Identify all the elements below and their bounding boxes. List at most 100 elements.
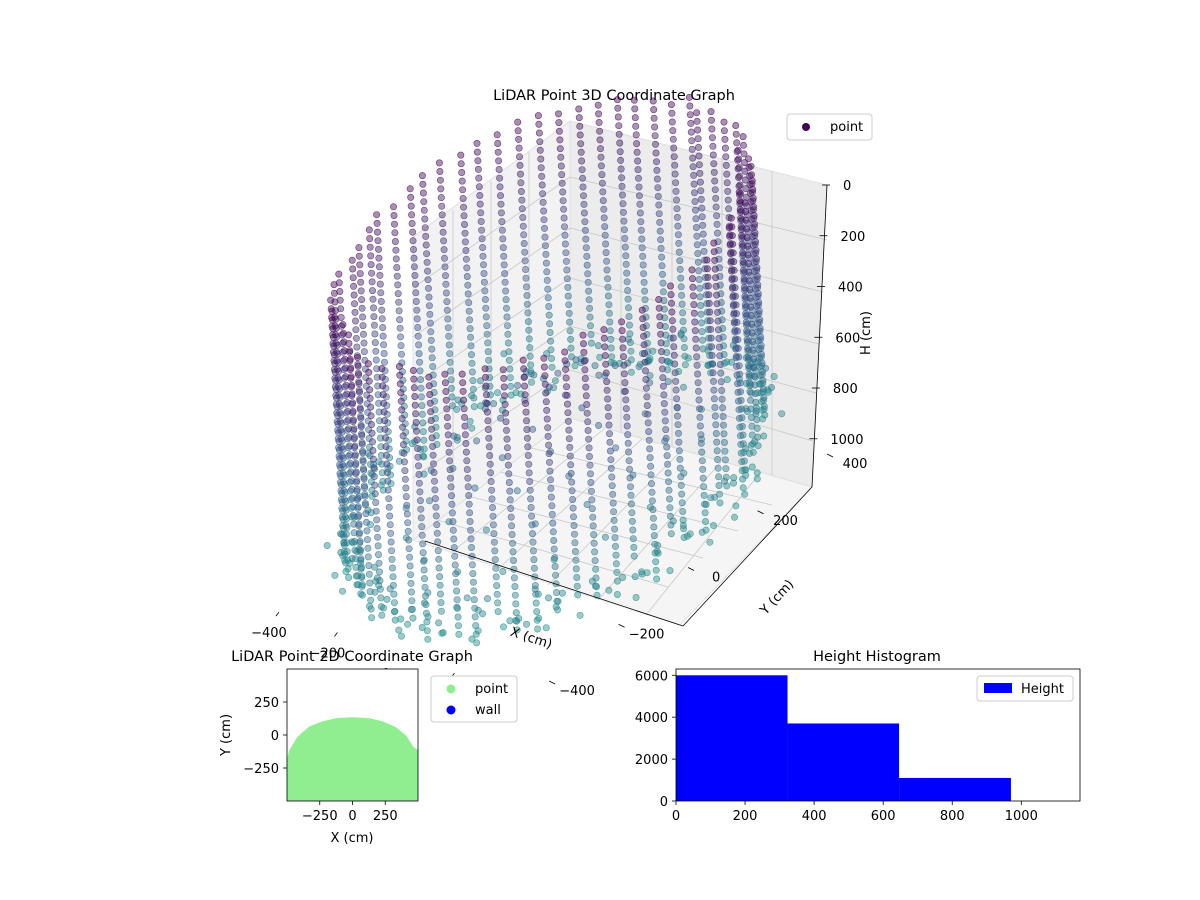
wall-point <box>548 510 556 518</box>
wall-point <box>374 391 382 399</box>
wall-point <box>416 488 424 496</box>
wall-point <box>735 353 743 361</box>
wall-point <box>596 136 604 144</box>
wall-point <box>750 212 758 220</box>
wall-point <box>753 272 761 280</box>
wall-point <box>380 341 388 349</box>
wall-point <box>334 374 342 382</box>
wall-point <box>451 561 459 569</box>
wall-point <box>671 170 679 178</box>
wall-point <box>358 440 366 448</box>
wall-point <box>527 361 535 369</box>
wall-point <box>715 264 723 272</box>
wall-point <box>506 374 514 382</box>
wall-point <box>419 189 427 197</box>
wall-point <box>596 145 604 153</box>
wall-point <box>728 276 736 284</box>
wall-point <box>393 272 401 280</box>
wall-point <box>712 421 720 429</box>
wall-point <box>710 168 718 176</box>
wall-point <box>578 166 586 174</box>
wall-point <box>598 179 606 187</box>
wall-point <box>378 469 386 477</box>
wall-point <box>754 292 762 300</box>
wall-point <box>675 447 683 455</box>
wall-point <box>536 138 544 146</box>
wall-point <box>566 443 574 451</box>
wall-point <box>715 481 723 489</box>
wall-point <box>716 272 724 280</box>
wall-point <box>367 605 375 613</box>
wall-point <box>383 460 391 468</box>
wall-point <box>624 431 632 439</box>
wall-point <box>460 413 468 421</box>
wall-point <box>697 301 705 309</box>
wall-point <box>672 187 680 195</box>
wall-point <box>438 202 446 210</box>
wall-point <box>736 197 744 205</box>
wall-point <box>727 258 735 266</box>
wall-point <box>672 386 680 394</box>
wall-point <box>399 385 407 393</box>
wall-point <box>646 454 654 462</box>
wall-point <box>698 336 706 344</box>
wall-point <box>427 416 435 424</box>
x-tick-mark <box>334 632 338 637</box>
wall-point <box>405 536 413 544</box>
wall-point <box>385 495 393 503</box>
wall-point <box>659 382 667 390</box>
wall-point <box>404 527 412 535</box>
wall-point <box>710 395 718 403</box>
wall-point <box>691 198 699 206</box>
wall-point <box>535 120 543 128</box>
wall-point <box>698 213 706 221</box>
wall-point <box>657 236 665 244</box>
wall-point <box>540 224 548 232</box>
wall-point <box>343 399 351 407</box>
wall-point <box>605 586 613 594</box>
wall-point <box>690 301 698 309</box>
wall-point <box>511 591 519 599</box>
wall-point <box>342 530 350 538</box>
wall-point <box>636 200 644 208</box>
wall-point <box>366 579 374 587</box>
wall-point <box>558 589 566 597</box>
wall-point <box>522 620 530 628</box>
hist-x-tick-label: 200 <box>733 809 758 824</box>
wall-point <box>742 225 750 233</box>
wall-point <box>335 270 343 278</box>
wall-point <box>407 579 415 587</box>
wall-point <box>603 386 611 394</box>
wall-point <box>596 127 604 135</box>
wall-point <box>731 275 739 283</box>
wall-point <box>423 250 431 258</box>
wall-point <box>522 408 530 416</box>
wall-point <box>733 371 741 379</box>
wall-point <box>340 347 348 355</box>
wall-point <box>579 340 587 348</box>
wall-point <box>601 352 609 360</box>
wall-point <box>340 487 348 495</box>
wall-point <box>668 308 676 316</box>
wall-point <box>350 425 358 433</box>
wall-point <box>582 392 590 400</box>
wall-point <box>679 317 687 325</box>
wall-point <box>361 492 369 500</box>
wall-point <box>744 353 752 361</box>
wall-point <box>677 274 685 282</box>
wall-point <box>358 304 366 312</box>
wall-point <box>613 568 621 576</box>
wall-point <box>569 504 577 512</box>
wall-point <box>616 148 624 156</box>
wall-point <box>361 501 369 509</box>
wall-point <box>552 588 560 596</box>
wall-point <box>379 391 387 399</box>
wall-point <box>339 321 347 329</box>
wall-point <box>734 397 742 405</box>
wall-point <box>651 140 659 148</box>
legend-2d-marker-wall <box>446 705 456 715</box>
wall-point <box>350 529 358 537</box>
wall-point <box>552 571 560 579</box>
wall-point <box>527 503 535 511</box>
